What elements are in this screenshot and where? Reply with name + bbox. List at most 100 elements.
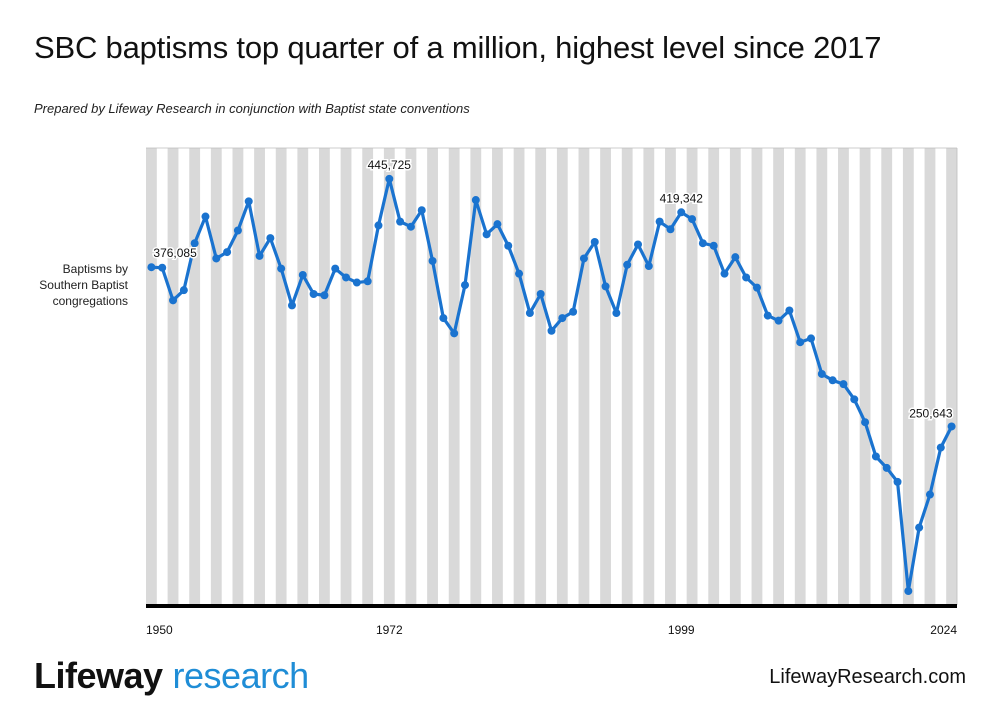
data-point — [439, 314, 448, 323]
chart-title: SBC baptisms top quarter of a million, h… — [34, 30, 882, 65]
data-point — [525, 309, 534, 318]
data-point — [915, 523, 924, 532]
data-point — [471, 196, 480, 205]
data-point — [342, 273, 351, 282]
grid-band — [535, 148, 547, 605]
grid-band — [946, 148, 957, 605]
grid-band — [383, 148, 395, 605]
chart-subtitle: Prepared by Lifeway Research in conjunct… — [34, 101, 470, 116]
grid-band — [362, 148, 374, 605]
grid-band — [600, 148, 611, 605]
data-point — [255, 251, 264, 260]
data-point — [612, 309, 621, 318]
data-point — [428, 256, 437, 265]
data-point — [655, 217, 664, 226]
data-point — [385, 174, 394, 183]
grid-band — [297, 148, 309, 605]
grid-band — [405, 148, 417, 605]
data-point — [893, 477, 902, 486]
data-point — [763, 311, 772, 320]
data-point — [504, 241, 513, 250]
data-point — [925, 490, 934, 499]
data-point — [590, 237, 599, 246]
logo-word-lifeway: Lifeway — [34, 655, 163, 696]
data-point — [807, 334, 816, 343]
data-point — [904, 587, 913, 596]
data-point — [861, 418, 870, 427]
data-point — [277, 264, 286, 273]
data-point — [742, 273, 751, 282]
data-point — [515, 269, 524, 278]
data-label: 445,725 — [368, 158, 412, 172]
data-point — [579, 254, 588, 263]
data-point — [688, 215, 697, 224]
data-point — [558, 314, 567, 323]
data-point — [709, 241, 718, 250]
grid-band — [319, 148, 330, 605]
data-point — [634, 240, 643, 249]
grid-band — [470, 148, 482, 605]
website-url: LifewayResearch.com — [769, 666, 966, 688]
data-point — [233, 226, 242, 235]
data-point — [677, 208, 686, 217]
data-point — [374, 221, 383, 230]
data-point — [406, 222, 415, 231]
grid-band — [794, 148, 806, 605]
data-point — [190, 239, 199, 248]
data-point — [298, 270, 307, 279]
grid-band — [686, 148, 698, 605]
grid-band — [167, 148, 179, 605]
grid-band — [643, 148, 655, 605]
grid-band — [492, 148, 503, 605]
grid-band — [729, 148, 741, 605]
grid-band — [902, 148, 914, 605]
grid-band — [232, 148, 244, 605]
data-point — [828, 376, 837, 385]
data-point — [569, 307, 578, 316]
grid-band — [556, 148, 568, 605]
data-point — [244, 197, 253, 206]
data-point — [720, 269, 729, 278]
data-point — [752, 283, 761, 292]
data-point — [460, 281, 469, 290]
series-label-line: congregations — [52, 294, 128, 308]
data-point — [623, 260, 632, 269]
data-label: 376,085 — [153, 246, 197, 260]
data-point — [450, 329, 459, 338]
grid-band — [427, 148, 438, 605]
data-point — [536, 289, 545, 298]
logo-word-research: research — [172, 655, 310, 696]
data-point — [644, 262, 653, 271]
grid-band — [708, 148, 720, 605]
grid-band — [210, 148, 222, 605]
data-point — [774, 316, 783, 325]
data-point — [352, 278, 361, 287]
data-point — [850, 395, 859, 404]
data-point — [201, 212, 210, 221]
data-point — [179, 286, 188, 295]
data-point — [223, 248, 232, 257]
data-point — [817, 369, 826, 378]
data-point — [266, 234, 275, 243]
data-point — [363, 277, 372, 286]
x-tick-label: 1950 — [146, 623, 173, 637]
data-point — [396, 217, 405, 226]
data-point — [320, 291, 329, 300]
lifeway-research-logo: Lifeway research — [34, 655, 309, 697]
grid-band — [773, 148, 784, 605]
grid-band — [621, 148, 633, 605]
series-label-line: Southern Baptist — [39, 278, 128, 292]
data-point — [158, 263, 167, 272]
grid-band — [448, 148, 460, 605]
grid-band — [275, 148, 287, 605]
grid-band — [859, 148, 871, 605]
data-point — [482, 230, 491, 239]
data-point — [871, 452, 880, 461]
data-point — [731, 253, 740, 262]
data-point — [947, 422, 956, 431]
data-point — [839, 380, 848, 389]
data-point — [796, 338, 805, 347]
grid-band — [146, 148, 157, 605]
grid-band — [924, 148, 936, 605]
x-tick-label: 2024 — [930, 623, 957, 637]
